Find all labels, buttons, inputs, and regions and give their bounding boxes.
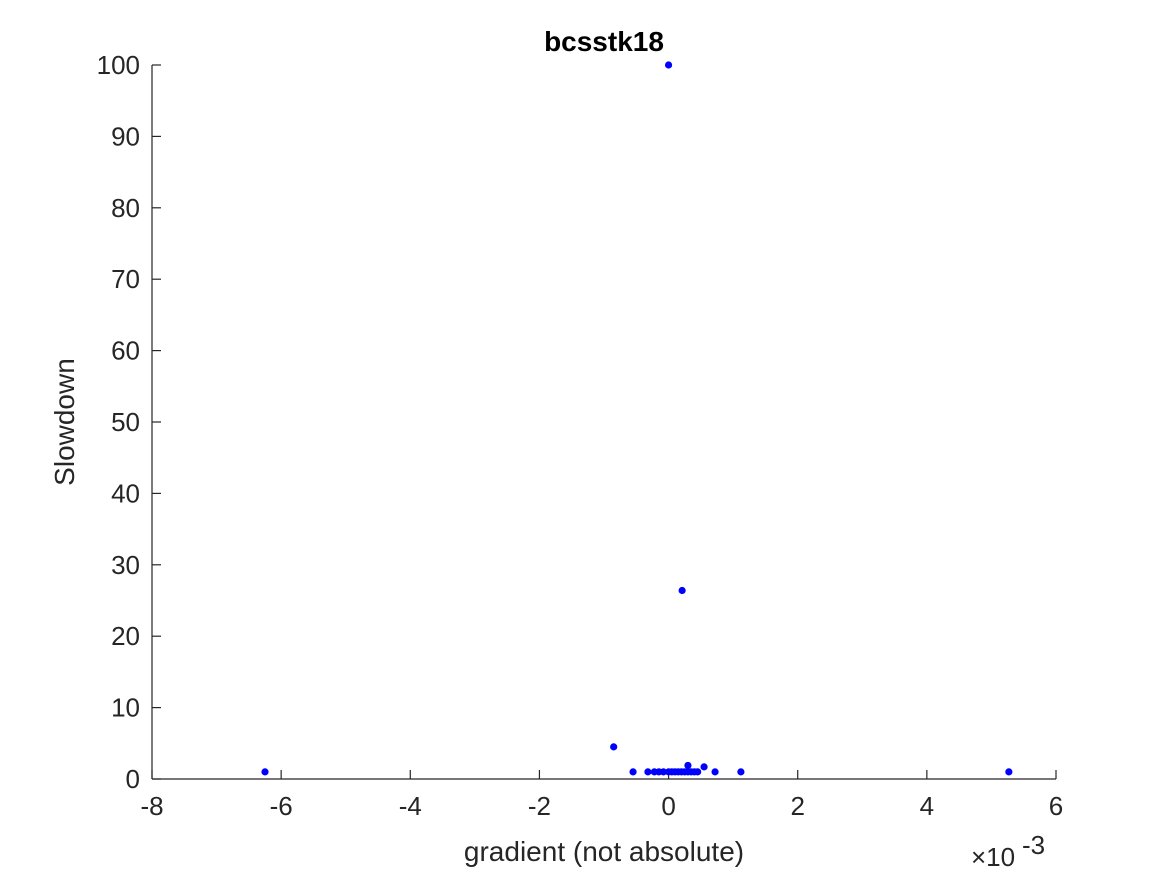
data-points <box>261 61 1013 776</box>
y-tick-label: 50 <box>111 407 140 437</box>
axes <box>151 65 1056 780</box>
data-point <box>700 763 708 771</box>
data-point <box>678 586 686 595</box>
data-point <box>694 768 702 776</box>
data-point <box>711 768 719 776</box>
data-point <box>737 768 745 776</box>
data-point <box>664 61 673 69</box>
data-point <box>629 768 637 776</box>
x-tick-label: -6 <box>270 791 293 821</box>
x-tick-label: -2 <box>528 791 551 821</box>
x-tick-label: 2 <box>790 791 804 821</box>
y-tick-label: 30 <box>111 550 140 580</box>
x-exponent-base: ×10 <box>971 842 1015 872</box>
y-tick-label: 10 <box>111 693 140 723</box>
data-point <box>684 761 692 770</box>
chart-title: bcsstk18 <box>544 26 664 57</box>
x-axis-label: gradient (not absolute) <box>464 836 744 867</box>
x-exponent-power: -3 <box>1022 830 1045 860</box>
y-axis-label: Slowdown <box>49 358 80 486</box>
x-axis-exponent: ×10 -3 <box>971 830 1045 872</box>
data-point <box>610 743 618 751</box>
x-tick-label: -8 <box>140 791 163 821</box>
y-tick-label: 80 <box>111 193 140 223</box>
y-tick-label: 20 <box>111 621 140 651</box>
data-point <box>1005 768 1013 776</box>
x-tick-label: 0 <box>661 791 675 821</box>
y-tick-label: 40 <box>111 478 140 508</box>
data-point <box>644 768 652 776</box>
x-ticks: -8 -6 -4 -2 0 2 4 6 <box>140 770 1063 821</box>
data-point <box>261 768 269 776</box>
y-tick-label: 100 <box>97 50 140 80</box>
x-tick-label: 4 <box>920 791 934 821</box>
y-ticks: 0 10 20 30 40 50 60 70 80 90 100 <box>97 50 161 794</box>
y-tick-label: 60 <box>111 336 140 366</box>
data-point <box>659 768 668 776</box>
x-tick-label: -4 <box>399 791 422 821</box>
y-tick-label: 0 <box>126 764 140 794</box>
x-tick-label: 6 <box>1049 791 1063 821</box>
y-tick-label: 90 <box>111 121 140 151</box>
y-tick-label: 70 <box>111 264 140 294</box>
